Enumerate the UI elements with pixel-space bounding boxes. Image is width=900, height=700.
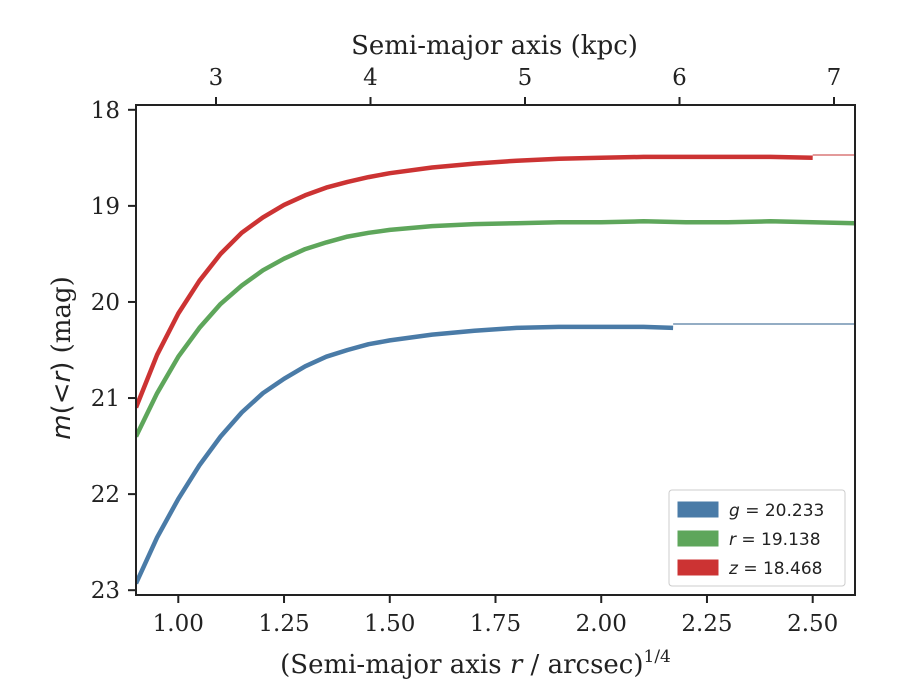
- ticks-layer: 1.00 1.25 1.50 1.75 2.00 2.25 2.50 18 19 20 21 22 23…: [91, 65, 842, 637]
- x-tick-label: 2.00: [576, 611, 627, 637]
- y-axis-title-mid: (<: [47, 382, 77, 414]
- top-tick-label: 7: [827, 65, 842, 91]
- y-axis-title-m: m: [47, 414, 77, 439]
- y-axis-title-unit: (mag): [47, 276, 77, 361]
- top-tick-label: 6: [672, 65, 687, 91]
- y-tick-label: 20: [91, 290, 120, 316]
- series-g-line: [136, 324, 674, 585]
- y-tick-label: 19: [91, 194, 120, 220]
- legend-value-z: = 18.468: [738, 559, 823, 579]
- legend-band-r: r: [729, 530, 737, 550]
- x-axis-title-sup: 1/4: [644, 647, 671, 667]
- y-tick-label: 18: [91, 98, 120, 124]
- x-axis-title-prefix: (Semi-major axis: [280, 650, 510, 680]
- legend-band-z: z: [728, 559, 739, 579]
- x-tick-label: 1.00: [153, 611, 204, 637]
- top-axis-title: Semi-major axis (kpc): [351, 31, 638, 61]
- legend-band-g: g: [729, 501, 740, 521]
- y-tick-label: 23: [91, 578, 120, 604]
- top-tick-label: 5: [518, 65, 533, 91]
- x-tick-label: 1.25: [258, 611, 309, 637]
- legend-swatch-z: [677, 559, 719, 576]
- legend-swatch-g: [677, 501, 719, 518]
- x-tick-label: 1.50: [364, 611, 415, 637]
- x-tick-label: 2.25: [681, 611, 732, 637]
- legend-value-r: = 19.138: [736, 530, 821, 550]
- y-axis-title-r: r: [47, 369, 77, 382]
- y-tick-label: 21: [91, 386, 120, 412]
- y-axis-title: m(<r) (mag): [47, 276, 77, 439]
- x-axis-title-suffix: / arcsec): [522, 650, 643, 680]
- legend-label-r: r = 19.138: [729, 530, 821, 550]
- legend-label-z: z = 18.468: [728, 559, 822, 579]
- x-tick-label: 2.50: [787, 611, 838, 637]
- legend-label-g: g = 20.233: [729, 501, 824, 521]
- series-z-line: [136, 154, 813, 409]
- series-r-line: [136, 219, 855, 438]
- series-layer: [136, 153, 855, 585]
- x-tick-label: 1.75: [470, 611, 521, 637]
- y-tick-label: 22: [91, 482, 120, 508]
- y-axis-title-close: ): [47, 362, 77, 372]
- x-axis-title-var: r: [510, 650, 524, 680]
- legend-swatch-r: [677, 530, 719, 547]
- x-axis-title: (Semi-major axis r / arcsec)1/4: [280, 647, 671, 680]
- top-tick-label: 3: [209, 65, 224, 91]
- top-tick-label: 4: [363, 65, 378, 91]
- legend-value-g: = 20.233: [740, 501, 825, 521]
